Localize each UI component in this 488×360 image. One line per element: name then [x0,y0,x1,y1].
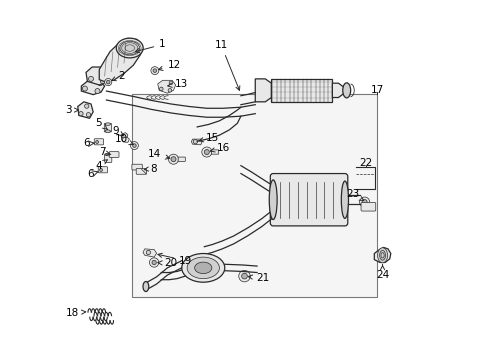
Text: 24: 24 [375,265,388,280]
Text: 12: 12 [158,60,180,71]
Circle shape [106,80,110,84]
Ellipse shape [182,253,224,282]
Circle shape [153,69,156,72]
Polygon shape [121,133,128,138]
Polygon shape [191,139,202,145]
Circle shape [168,89,171,92]
Text: 21: 21 [248,273,269,283]
FancyBboxPatch shape [360,202,375,211]
Text: 7: 7 [99,147,111,157]
Circle shape [193,139,197,144]
FancyBboxPatch shape [94,139,103,145]
Circle shape [204,149,209,154]
Ellipse shape [187,257,219,279]
Text: 15: 15 [199,133,219,143]
Text: 16: 16 [210,143,229,153]
Ellipse shape [194,262,211,274]
FancyBboxPatch shape [136,168,146,174]
Circle shape [202,147,211,157]
Ellipse shape [269,180,277,220]
Circle shape [88,76,93,81]
Ellipse shape [120,41,139,55]
Text: 1: 1 [135,40,165,53]
Text: 13: 13 [167,79,187,89]
Circle shape [146,250,150,255]
Circle shape [102,68,108,73]
Circle shape [79,112,83,116]
FancyBboxPatch shape [270,174,347,226]
Circle shape [169,81,172,85]
Ellipse shape [105,130,110,132]
Circle shape [168,154,178,164]
Text: 18: 18 [66,308,85,318]
FancyBboxPatch shape [98,167,107,173]
Bar [131,94,376,297]
FancyBboxPatch shape [104,123,111,132]
Ellipse shape [116,38,143,58]
Polygon shape [86,67,110,85]
Text: 6: 6 [87,168,94,179]
Circle shape [149,258,159,267]
Circle shape [130,141,138,149]
Text: 17: 17 [370,85,383,95]
Circle shape [100,78,105,84]
Text: 9: 9 [112,126,124,136]
Polygon shape [81,80,104,95]
Text: 23: 23 [346,189,363,201]
Circle shape [159,87,163,91]
Text: 8: 8 [144,163,157,174]
Circle shape [152,260,156,265]
Ellipse shape [377,248,387,263]
Polygon shape [332,83,344,98]
Text: 3: 3 [65,105,79,115]
Text: 5: 5 [95,118,107,129]
Circle shape [132,144,136,147]
Ellipse shape [342,83,350,98]
Polygon shape [158,80,175,93]
Circle shape [171,157,176,162]
Circle shape [98,81,102,86]
FancyBboxPatch shape [211,150,218,154]
Circle shape [104,78,112,86]
Circle shape [82,86,87,91]
Ellipse shape [341,181,348,219]
Text: 6: 6 [83,139,89,148]
Circle shape [96,140,99,143]
Bar [271,79,332,102]
FancyBboxPatch shape [104,154,112,162]
Polygon shape [122,137,129,142]
Circle shape [238,270,250,282]
Circle shape [362,199,366,204]
Polygon shape [255,79,271,102]
Text: 2: 2 [112,71,124,81]
Circle shape [100,168,102,171]
FancyBboxPatch shape [132,164,142,170]
Circle shape [241,273,247,279]
Ellipse shape [105,153,111,156]
Text: 14: 14 [148,149,169,159]
Ellipse shape [142,282,148,292]
Circle shape [86,113,90,117]
Circle shape [359,197,369,207]
Polygon shape [99,39,142,81]
Polygon shape [78,102,93,118]
Text: 11: 11 [214,40,239,90]
Text: 20: 20 [158,258,177,268]
Circle shape [84,104,89,108]
FancyBboxPatch shape [178,157,185,161]
Ellipse shape [105,123,110,125]
Text: 4: 4 [95,160,107,171]
FancyBboxPatch shape [109,152,119,157]
Polygon shape [142,249,156,257]
Circle shape [151,67,159,75]
Text: 22: 22 [358,158,371,168]
Polygon shape [373,247,390,262]
Text: 19: 19 [158,253,192,266]
Text: 10: 10 [115,134,133,145]
Circle shape [95,89,100,94]
